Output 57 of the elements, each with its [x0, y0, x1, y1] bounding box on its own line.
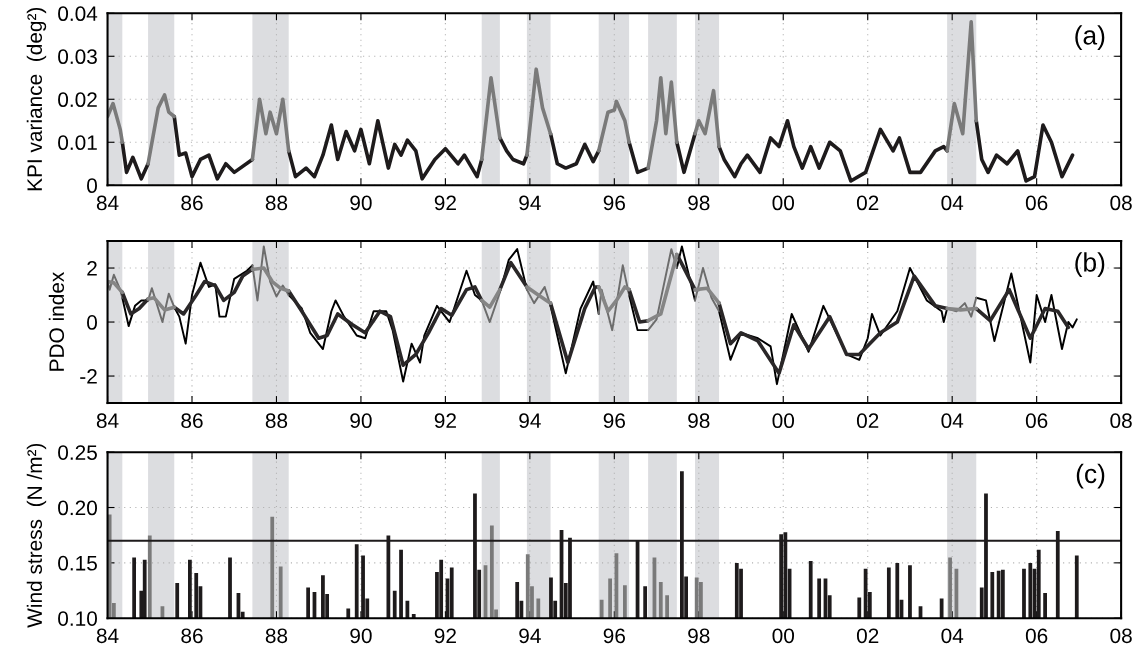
x-tick-label: 06 [1025, 628, 1048, 644]
y-tick-label: 0.02 [58, 92, 97, 108]
y-tick-label: 0.03 [58, 49, 97, 65]
x-tick-label: 00 [772, 628, 795, 644]
x-tick-label: 88 [265, 195, 288, 211]
y-tick-label: 0.15 [58, 555, 97, 571]
x-tick-label: 94 [519, 195, 541, 211]
annotation: (a) [1075, 25, 1105, 50]
x-tick-label: 84 [96, 195, 119, 211]
x-tick-label: 94 [519, 628, 541, 644]
annotation: (b) [1075, 252, 1105, 277]
x-tick-label: 06 [1025, 413, 1048, 429]
y-tick-label: 0.20 [58, 500, 97, 516]
x-tick-label: 84 [96, 628, 119, 644]
x-tick-label: 04 [941, 195, 964, 211]
x-tick-label: 96 [603, 628, 625, 644]
x-tick-label: 08 [1110, 628, 1132, 644]
y-tick-label: 0.01 [58, 135, 97, 151]
x-tick-label: 86 [181, 413, 203, 429]
x-tick-label: 94 [519, 413, 541, 429]
x-tick-label: 08 [1110, 413, 1132, 429]
x-tick-label: 92 [434, 195, 456, 211]
y-tick-label: 0 [87, 178, 97, 194]
x-tick-label: 02 [856, 195, 879, 211]
x-tick-label: 88 [265, 628, 288, 644]
x-tick-label: 90 [350, 413, 372, 429]
x-tick-label: 02 [856, 628, 879, 644]
x-tick-label: 86 [181, 628, 203, 644]
y-axis-title: KPI variance (deg²) [26, 7, 47, 191]
x-tick-label: 08 [1110, 195, 1132, 211]
x-tick-label: 96 [603, 195, 625, 211]
x-tick-label: 90 [350, 628, 372, 644]
x-tick-label: 00 [772, 195, 795, 211]
x-tick-label: 84 [96, 413, 119, 429]
x-tick-label: 92 [434, 413, 456, 429]
y-tick-label: -2 [80, 369, 97, 384]
y-tick-label: 0 [87, 315, 97, 330]
annotation: (c) [1076, 463, 1105, 489]
y-axis-title: PDO index [48, 271, 65, 371]
y-tick-label: 0.25 [58, 445, 97, 460]
x-tick-label: 98 [688, 195, 710, 211]
x-tick-label: 88 [265, 413, 288, 429]
y-tick-label: 2 [87, 261, 97, 276]
x-tick-label: 98 [688, 628, 710, 644]
x-tick-label: 90 [350, 195, 372, 211]
x-tick-label: 86 [181, 195, 203, 211]
x-tick-label: 06 [1025, 195, 1048, 211]
x-tick-label: 02 [856, 413, 879, 429]
x-tick-label: 04 [941, 628, 964, 644]
x-tick-label: 98 [688, 413, 710, 429]
y-tick-label: 0.04 [58, 6, 98, 22]
x-tick-label: 96 [603, 413, 625, 429]
y-axis-title: Wind stress (N /m²) [26, 443, 47, 628]
x-tick-label: 00 [772, 413, 795, 429]
x-tick-label: 92 [434, 628, 456, 644]
x-tick-label: 04 [941, 413, 964, 429]
y-tick-label: 0.10 [58, 611, 97, 626]
